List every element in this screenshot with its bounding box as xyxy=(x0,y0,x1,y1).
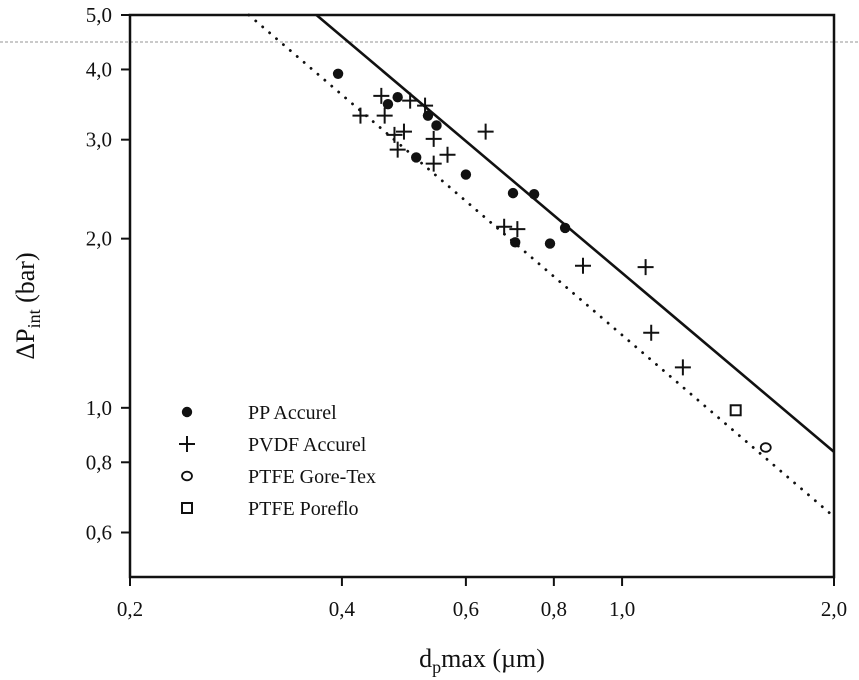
point-pp-accurel xyxy=(411,152,422,163)
point-pvdf-accurel xyxy=(389,141,406,158)
point-pvdf-accurel xyxy=(425,130,442,147)
point-pvdf-accurel xyxy=(352,107,369,124)
point-pp-accurel xyxy=(332,68,344,79)
x-axis-title: dpmax (µm) xyxy=(419,644,545,677)
dotted-fit-line xyxy=(247,13,836,519)
point-pp-accurel xyxy=(544,238,556,249)
y-axis-title-rest: (bar) xyxy=(11,252,40,309)
legend-marker-ptfe-poreflo xyxy=(181,502,193,514)
point-pvdf-accurel xyxy=(477,123,494,140)
y-tick-label: 0,8 xyxy=(86,450,112,474)
point-pvdf-accurel xyxy=(439,146,456,163)
point-pp-accurel xyxy=(507,187,519,199)
point-pvdf-accurel xyxy=(496,218,513,235)
x-tick-label: 2,0 xyxy=(821,597,847,621)
legend-label-pp-accurel: PP Accurel xyxy=(248,402,337,424)
point-pvdf-accurel xyxy=(386,126,403,143)
y-tick-label: 2,0 xyxy=(86,227,112,251)
fit-lines xyxy=(247,13,836,519)
y-tick-label: 3,0 xyxy=(86,128,112,152)
point-pp-accurel xyxy=(559,222,571,234)
legend-label-ptfe-gore-tex: PTFE Gore-Tex xyxy=(248,466,376,488)
solid-fit-line xyxy=(315,14,835,453)
point-pp-accurel xyxy=(382,98,394,110)
point-pvdf-accurel xyxy=(373,87,390,104)
axis-tick-labels: 0,2 0,4 0,6 0,8 1,0 2,0 0,6 0,8 1,0 2,0 3,0 4,0 5,0 xyxy=(86,3,847,621)
data-points xyxy=(332,68,772,453)
point-pp-accurel xyxy=(510,237,521,248)
legend: PP Accurel PVDF Accurel PTFE Gore-Tex PTFE … xyxy=(179,402,376,520)
x-tick-label: 0,8 xyxy=(541,597,567,621)
legend-label-ptfe-poreflo: PTFE Poreflo xyxy=(248,498,359,520)
y-axis-title-base: ΔP xyxy=(11,328,40,359)
x-axis-title-base: d xyxy=(419,644,432,673)
point-pp-accurel xyxy=(528,188,540,200)
x-tick-label: 0,6 xyxy=(453,597,479,621)
point-pvdf-accurel xyxy=(637,259,654,276)
x-axis-title-subscript: p xyxy=(432,657,441,677)
point-pvdf-accurel xyxy=(574,257,591,274)
point-ptfe-gore-tex xyxy=(759,442,772,453)
legend-marker-ptfe-gore-tex xyxy=(181,470,193,482)
y-tick-label: 0,6 xyxy=(86,521,112,545)
legend-marker-pvdf-accurel xyxy=(179,436,195,452)
y-axis-title: ΔPint (bar) xyxy=(11,252,44,359)
legend-marker-pp-accurel xyxy=(181,406,193,418)
point-pvdf-accurel xyxy=(643,324,660,341)
point-ptfe-poreflo xyxy=(729,404,742,417)
y-tick-label: 1,0 xyxy=(86,396,112,420)
point-pvdf-accurel xyxy=(402,92,419,109)
legend-label-pvdf-accurel: PVDF Accurel xyxy=(248,434,367,456)
x-tick-label: 0,4 xyxy=(329,597,356,621)
x-tick-label: 0,2 xyxy=(117,597,143,621)
point-pp-accurel xyxy=(431,120,442,131)
point-pvdf-accurel xyxy=(417,97,434,114)
y-tick-label: 5,0 xyxy=(86,3,112,27)
point-pvdf-accurel xyxy=(376,107,393,124)
point-pp-accurel xyxy=(392,92,403,103)
point-pp-accurel xyxy=(460,169,472,180)
x-axis-title-rest: max (µm) xyxy=(441,644,545,673)
y-tick-label: 4,0 xyxy=(86,57,112,81)
point-pvdf-accurel xyxy=(674,359,691,376)
point-pvdf-accurel xyxy=(425,155,442,172)
point-pvdf-accurel xyxy=(395,123,412,140)
point-pvdf-accurel xyxy=(509,221,526,238)
x-tick-label: 1,0 xyxy=(609,597,635,621)
y-axis-title-subscript: int xyxy=(24,309,44,328)
axis-ticks xyxy=(121,14,835,586)
plot-area-frame xyxy=(128,13,836,579)
